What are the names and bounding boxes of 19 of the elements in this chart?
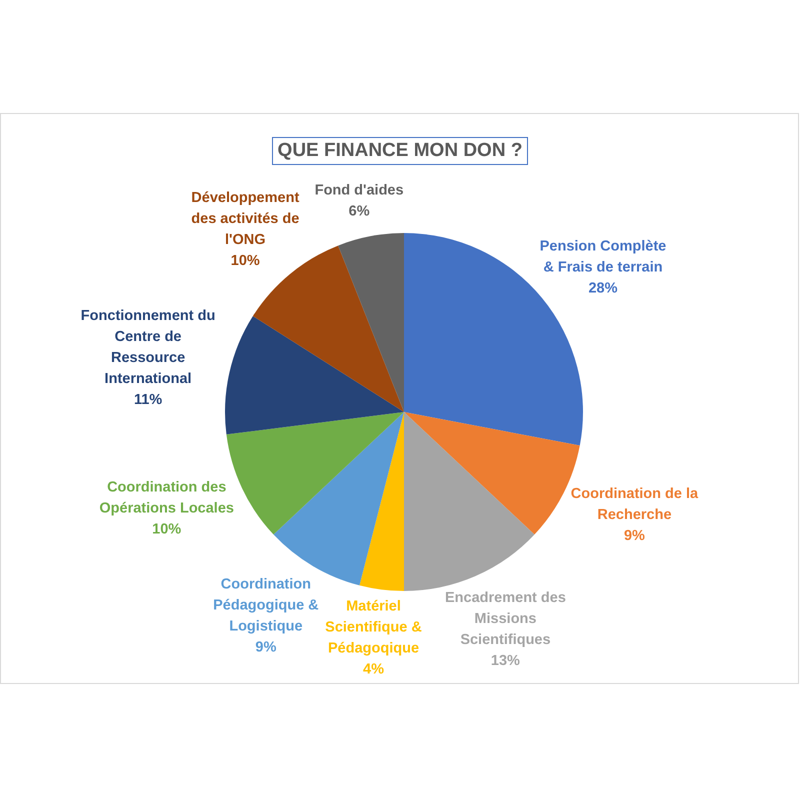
slice-label: Fond d'aides: [314, 182, 404, 198]
slice-label: Coordination de la Recherche: [570, 486, 700, 523]
slice-label: Développement des activités de l'ONG: [191, 190, 300, 248]
slice-label: Encadrement des Missions Scientifiques: [445, 590, 566, 648]
slice-label: Fonctionnement du Centre de Ressource International: [80, 308, 216, 388]
data-label: 9%: [624, 528, 646, 544]
data-label: 11%: [134, 392, 162, 408]
data-label: 10%: [152, 521, 182, 538]
data-label: 28%: [588, 280, 618, 297]
data-label: 9%: [255, 639, 276, 656]
data-label: 13%: [490, 653, 520, 670]
slice-label: Pension Complète & Frais de terrain: [540, 238, 666, 276]
slice-label: Coordination Pédagogique & Logistique: [213, 576, 320, 634]
chart-title: QUE FINANCE MON DON ?: [272, 137, 528, 165]
data-label: 6%: [348, 204, 370, 220]
slice-label: Coordination des Opérations Locales: [99, 479, 234, 516]
slice-label: Matériel Scientifique & Pédagoqique: [325, 598, 422, 656]
data-label: 10%: [230, 252, 260, 269]
data-label: 4%: [363, 662, 384, 678]
